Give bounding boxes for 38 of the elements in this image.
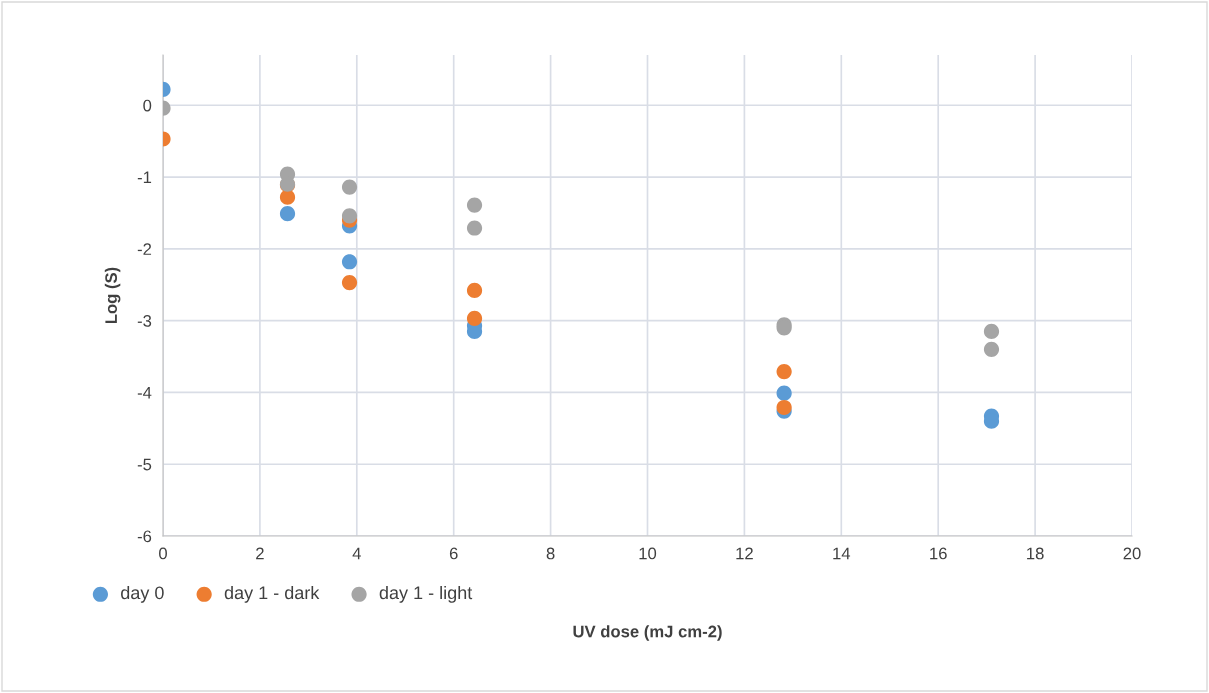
x-tick-label: 2 bbox=[256, 547, 264, 560]
x-tick-label: 12 bbox=[736, 547, 753, 560]
x-tick-label: 14 bbox=[833, 547, 851, 560]
x-tick-label: 18 bbox=[1027, 547, 1044, 560]
point bbox=[776, 385, 792, 401]
point bbox=[341, 179, 358, 195]
y-tick-label: -2 bbox=[137, 243, 152, 255]
legend-label: day 1 - light bbox=[379, 585, 473, 603]
y-axis-title: Log (S) bbox=[104, 267, 121, 324]
point bbox=[466, 282, 483, 299]
point bbox=[466, 220, 483, 236]
x-tick-label: 10 bbox=[639, 547, 657, 560]
point bbox=[341, 274, 358, 291]
point bbox=[341, 208, 358, 224]
y-tick-label: -6 bbox=[137, 530, 152, 543]
point bbox=[341, 254, 358, 270]
point bbox=[279, 206, 296, 222]
x-tick-label: 8 bbox=[546, 547, 555, 560]
point bbox=[983, 341, 1000, 357]
x-tick-label: 20 bbox=[1123, 547, 1141, 560]
x-tick-label: 16 bbox=[930, 547, 947, 560]
y-tick-label: -1 bbox=[137, 171, 152, 184]
x-tick-label: 4 bbox=[352, 547, 361, 560]
point bbox=[776, 399, 792, 416]
x-tick-label: 6 bbox=[449, 547, 458, 560]
x-tick-label: 0 bbox=[159, 547, 167, 560]
x-axis-title: UV dose (mJ cm-2) bbox=[573, 625, 722, 641]
point bbox=[279, 189, 296, 205]
legend-label: day 1 - dark bbox=[224, 585, 320, 603]
legend-label: day 0 bbox=[121, 585, 164, 603]
point bbox=[983, 323, 1000, 339]
point bbox=[466, 310, 483, 327]
point bbox=[466, 197, 483, 213]
y-tick-label: 0 bbox=[143, 99, 152, 112]
y-tick-label: -5 bbox=[137, 458, 152, 471]
y-tick-label: -4 bbox=[137, 386, 152, 399]
point bbox=[776, 363, 792, 380]
y-tick-label: -3 bbox=[137, 315, 152, 327]
